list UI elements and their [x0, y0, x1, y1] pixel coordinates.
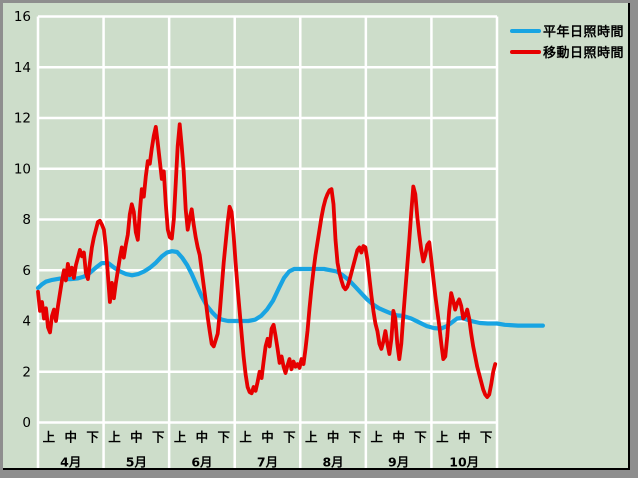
jun-label: 上 — [174, 430, 187, 445]
jun-label: 上 — [108, 430, 121, 445]
jun-label: 中 — [261, 430, 274, 445]
sunshine-chart: 0246810121416上中下4月上中下5月上中下6月上中下7月上中下8月上中… — [14, 9, 545, 469]
legend-label-normal-sunshine: 平年日照時間 — [543, 25, 625, 40]
jun-label: 下 — [480, 430, 493, 445]
legend-item-normal-sunshine: 平年日照時間 — [510, 20, 624, 41]
frame-highlight-bottom — [0, 478, 640, 480]
jun-label: 中 — [130, 430, 143, 445]
gridlines — [38, 15, 497, 424]
month-label: 6月 — [191, 455, 212, 469]
y-tick-label: 14 — [14, 60, 31, 76]
jun-label: 上 — [43, 430, 56, 445]
y-tick-label: 8 — [22, 212, 31, 228]
jun-label: 下 — [152, 430, 165, 445]
y-tick-label: 0 — [22, 415, 31, 431]
y-tick-label: 4 — [22, 314, 31, 330]
jun-label: 中 — [327, 430, 340, 445]
frame-highlight-right — [638, 0, 640, 480]
month-label: 10月 — [449, 455, 479, 469]
month-label: 8月 — [322, 455, 343, 469]
jun-label: 中 — [458, 430, 471, 445]
jun-label: 上 — [371, 430, 384, 445]
y-tick-label: 10 — [14, 161, 31, 177]
y-tick-label: 2 — [22, 364, 31, 380]
jun-label: 下 — [218, 430, 231, 445]
jun-label: 中 — [65, 430, 78, 445]
month-label: 4月 — [60, 455, 81, 469]
legend-label-moving-sunshine: 移動日照時間 — [543, 46, 625, 61]
month-label: 5月 — [126, 455, 147, 469]
series-line-moving-sunshine — [36, 122, 498, 399]
jun-label: 上 — [239, 430, 252, 445]
x-axis-labels: 上中下4月上中下5月上中下6月上中下7月上中下8月上中下9月上中下10月 — [43, 430, 493, 469]
jun-label: 下 — [414, 430, 427, 445]
month-label: 7月 — [257, 455, 278, 469]
month-label: 9月 — [388, 455, 409, 469]
jun-label: 中 — [392, 430, 405, 445]
legend-line-swatch-red — [510, 49, 541, 54]
jun-label: 中 — [196, 430, 209, 445]
jun-label: 上 — [305, 430, 318, 445]
legend-item-moving-sunshine: 移動日照時間 — [510, 41, 624, 62]
jun-label: 下 — [86, 430, 99, 445]
y-axis-labels: 0 2 4 6 8 10 12 14 16 — [14, 9, 31, 431]
jun-label: 下 — [283, 430, 296, 445]
legend-line-swatch-blue — [510, 28, 541, 33]
y-tick-label: 16 — [14, 9, 31, 25]
jun-label: 下 — [349, 430, 362, 445]
jun-label: 上 — [436, 430, 449, 445]
y-tick-label: 6 — [22, 263, 31, 279]
legend: 平年日照時間 移動日照時間 — [510, 20, 624, 62]
y-tick-label: 12 — [14, 111, 31, 127]
plot-canvas: 0 2 4 6 8 10 12 14 16 上中下 4月上中下 5月上中下 6月上中下 7月上中下 8月上中… — [3, 3, 630, 470]
